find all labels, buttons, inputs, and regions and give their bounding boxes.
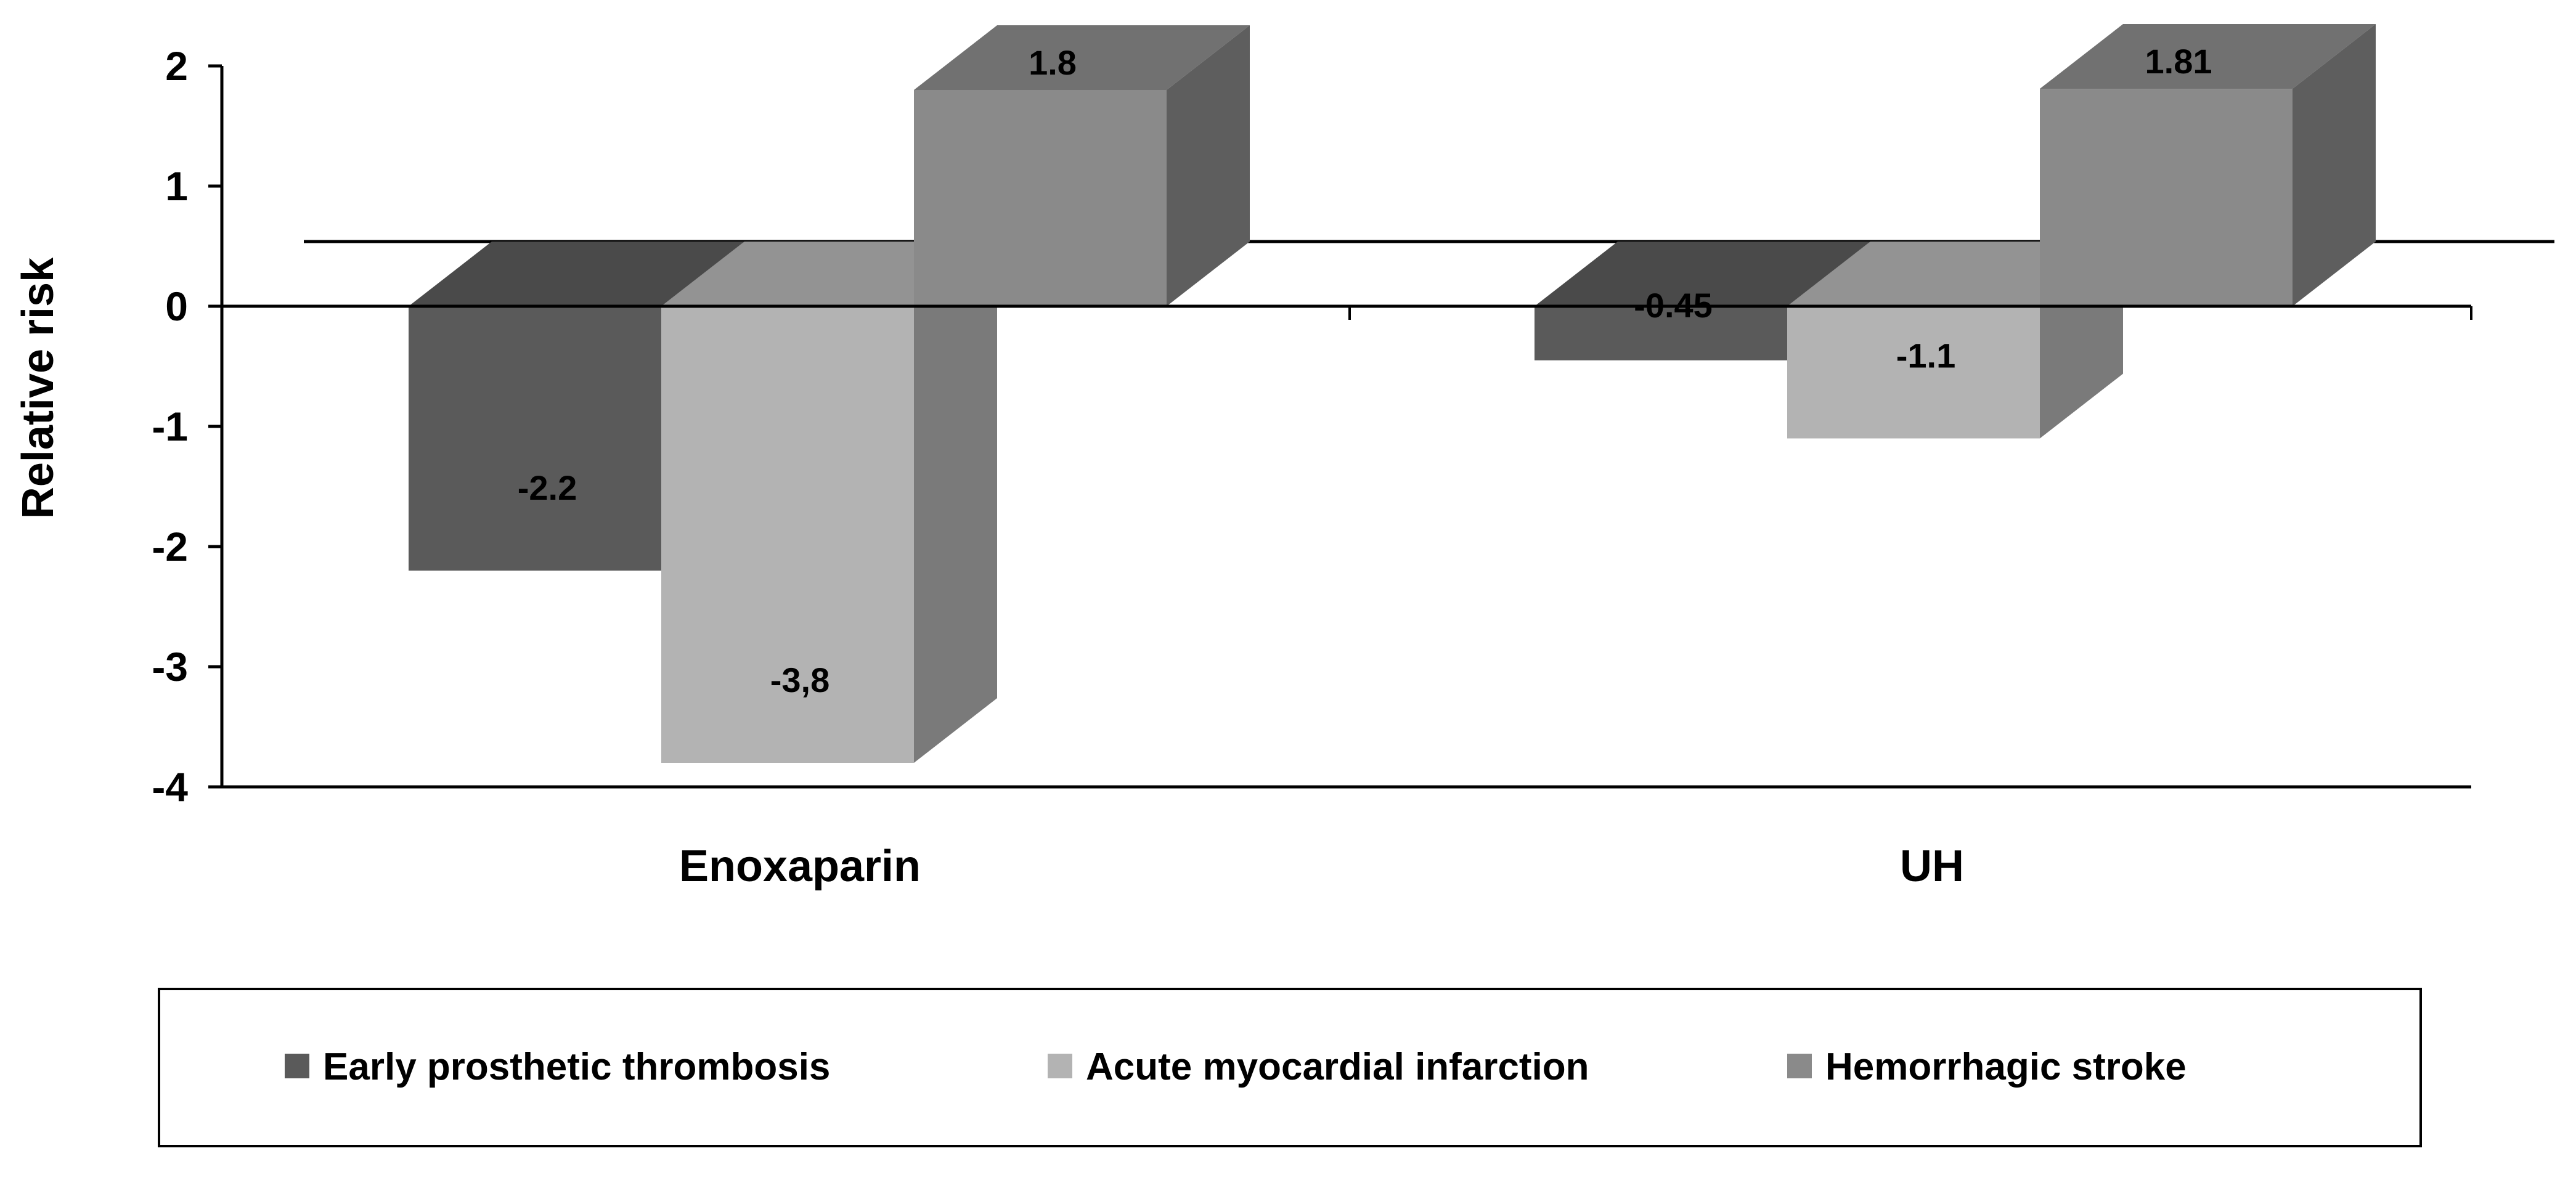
bar (2040, 24, 2376, 307)
legend: Early prosthetic thrombosis Acute myocard… (158, 988, 2422, 1147)
bar-side-face (914, 242, 997, 763)
legend-swatch (1787, 1054, 1812, 1078)
y-tick-label: -1 (152, 404, 188, 449)
legend-swatch (1048, 1054, 1072, 1078)
data-label: 1.8 (1029, 43, 1077, 82)
bar-side-face (1167, 25, 1250, 306)
category-label: UH (1900, 842, 1964, 891)
bar-front-face (914, 90, 1167, 306)
bar-front-face (2040, 89, 2293, 307)
plot-area: 2 1 0 -1 -2 -3 -4 -2.2 -3,8 1.8 -0.45 -1.1 1.81 Enoxa… (152, 24, 2554, 891)
bar-top-face (2040, 24, 2376, 89)
bar-top-face (1535, 242, 1870, 306)
bar (914, 25, 1250, 306)
legend-swatch (285, 1054, 309, 1078)
bar-front-face (409, 306, 661, 571)
bar-front-face (1787, 306, 2040, 439)
bar-side-face (2293, 24, 2376, 307)
data-label: -1.1 (1896, 336, 1956, 375)
bar-top-face (409, 242, 744, 306)
data-label: -3,8 (770, 661, 830, 699)
data-label: -0.45 (1634, 286, 1713, 325)
y-tick-label: -3 (152, 644, 188, 690)
legend-frame (158, 988, 2422, 1147)
y-tick-label: 2 (165, 43, 188, 89)
data-label: -2.2 (518, 468, 577, 507)
y-tick-label: -4 (152, 764, 188, 810)
data-label: 1.81 (2145, 42, 2212, 81)
y-axis-title: Relative risk (14, 257, 63, 519)
bar-top-face (661, 242, 997, 306)
legend-label: Acute myocardial infarction (1086, 1046, 1589, 1088)
y-tick-label: 0 (165, 283, 188, 329)
legend-label: Hemorrhagic stroke (1825, 1046, 2187, 1088)
y-tick-label: -2 (152, 524, 188, 569)
category-label: Enoxaparin (679, 842, 921, 891)
bar-top-face (914, 25, 1250, 90)
bar (661, 242, 997, 763)
bar-top-face (1787, 242, 2123, 306)
bar-front-face (661, 306, 914, 763)
y-tick-label: 1 (165, 163, 188, 209)
bar-front-face (1535, 306, 1787, 360)
legend-label: Early prosthetic thrombosis (323, 1046, 830, 1088)
